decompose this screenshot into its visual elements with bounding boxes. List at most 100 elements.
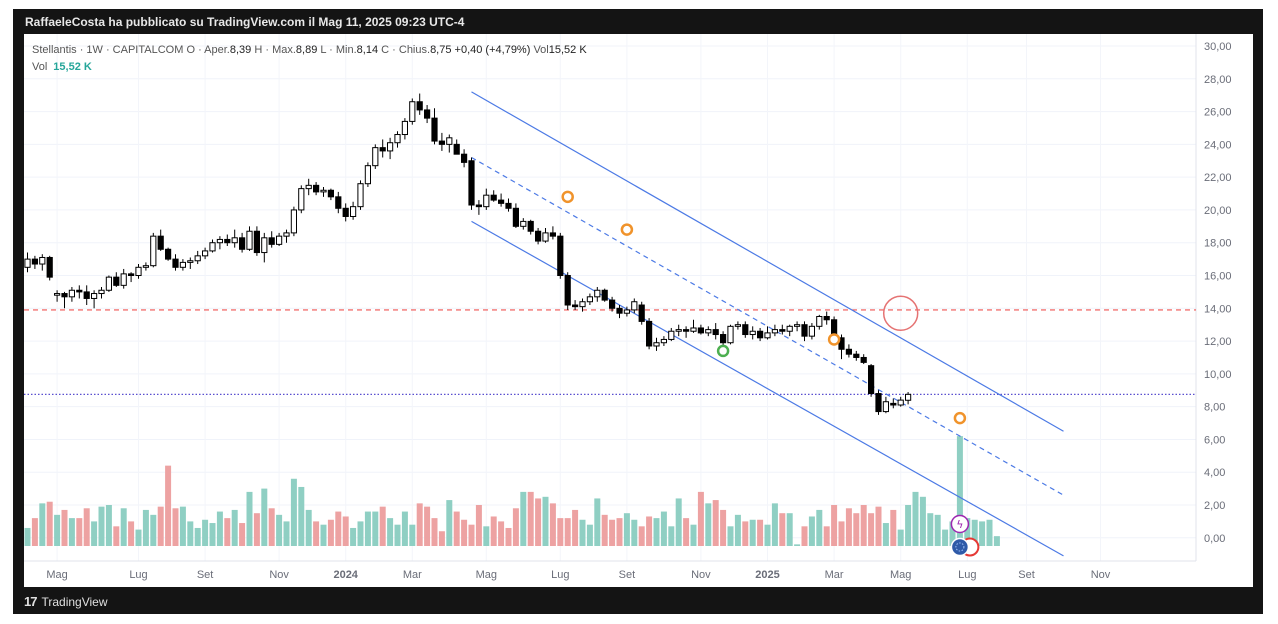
- candle-down: [823, 315, 830, 321]
- volume-bar: [446, 500, 453, 546]
- y-tick-label: 30,00: [1204, 41, 1232, 53]
- candle-up: [54, 293, 61, 296]
- news-event-inner: [955, 542, 965, 552]
- volume-bar: [401, 511, 408, 546]
- candle-down: [757, 330, 764, 339]
- volume-bar: [357, 521, 364, 546]
- volume-bar: [290, 478, 297, 546]
- candle-down: [268, 237, 275, 245]
- volume-bar: [609, 519, 616, 546]
- candle-up: [305, 184, 312, 190]
- candle-down: [31, 258, 38, 265]
- x-tick-label: Mag: [476, 569, 497, 581]
- candle-down: [239, 237, 246, 250]
- candle-up: [39, 256, 46, 265]
- price-chart-svg[interactable]: 30,00 28,00 26,00 24,00 22,00 20,00 18,00 16,00…: [24, 34, 1253, 587]
- orange-circle[interactable]: [953, 411, 967, 425]
- y-tick-label: 14,00: [1204, 303, 1232, 315]
- low-label: L · Min.: [320, 44, 357, 56]
- candle-down: [113, 276, 120, 286]
- channel-middle-line[interactable]: [471, 156, 1064, 496]
- candle-down: [172, 258, 179, 268]
- candle-down: [564, 275, 571, 306]
- volume-bar: [949, 521, 956, 546]
- chart-area[interactable]: 30,00 28,00 26,00 24,00 22,00 20,00 18,00 16,00…: [24, 34, 1253, 587]
- volume-bar: [209, 523, 216, 546]
- volume-bar: [535, 498, 542, 546]
- volume-bar: [927, 513, 934, 546]
- y-tick-label: 22,00: [1204, 172, 1232, 184]
- volume-bar: [646, 516, 653, 546]
- candle-down: [128, 273, 135, 277]
- highlight-circle[interactable]: [882, 295, 919, 331]
- candle-up: [542, 232, 549, 242]
- candle-up: [631, 301, 638, 311]
- candle-up: [231, 237, 238, 244]
- candle-up: [320, 189, 327, 193]
- volume-bar: [757, 519, 764, 546]
- close-value: 8,75: [430, 44, 452, 56]
- open-label: O · Aper.: [186, 44, 230, 56]
- volume-bar: [712, 500, 719, 546]
- dividend-event-icon[interactable]: [950, 514, 970, 534]
- candle-down: [616, 307, 623, 314]
- candle-down: [468, 160, 475, 206]
- volume-bar: [490, 516, 497, 546]
- orange-circle[interactable]: [561, 190, 574, 204]
- candle-up: [261, 237, 268, 254]
- candle-up: [771, 329, 778, 334]
- candle-down: [253, 230, 261, 254]
- x-tick-label: Lug: [958, 569, 976, 581]
- volume-bar: [964, 518, 971, 546]
- candle-down: [683, 329, 690, 332]
- symbol-label[interactable]: Stellantis · 1W · CAPITALCOM: [32, 44, 184, 56]
- volume-bar: [165, 465, 172, 546]
- candle-up: [246, 230, 253, 250]
- candle-up: [446, 137, 453, 145]
- candle-down: [83, 291, 90, 299]
- candle-down: [742, 324, 749, 336]
- open-value: 8,39: [229, 44, 252, 56]
- volume-bar: [54, 514, 61, 546]
- y-tick-label: 0,00: [1204, 533, 1225, 545]
- volume-bar: [179, 506, 186, 546]
- volume-bar: [668, 526, 675, 546]
- volume-bar: [934, 514, 941, 546]
- x-tick-label: Lug: [551, 569, 569, 581]
- volume-bar: [150, 514, 157, 546]
- volume-bar: [83, 508, 90, 546]
- x-tick-label: Set: [197, 569, 214, 581]
- volume-bar: [305, 509, 312, 546]
- green-circle[interactable]: [716, 344, 730, 358]
- candle-up: [786, 325, 793, 332]
- candle-down: [438, 140, 445, 145]
- candle-up: [105, 276, 113, 291]
- volume-bar: [98, 506, 105, 546]
- candle-up: [520, 220, 527, 227]
- orange-circle[interactable]: [620, 223, 634, 236]
- x-tick-label: Nov: [691, 569, 711, 581]
- orange-circle[interactable]: [827, 333, 841, 346]
- candle-up: [675, 329, 682, 332]
- volume-bar: [527, 491, 534, 546]
- volume-bar: [623, 513, 630, 546]
- volume-bar: [202, 519, 209, 546]
- volume-bar: [246, 491, 253, 546]
- volume-bar: [350, 527, 357, 546]
- candle-down: [572, 304, 579, 308]
- channel-upper-line[interactable]: [471, 91, 1064, 432]
- candle-down: [490, 194, 497, 201]
- y-tick-label: 24,00: [1204, 139, 1232, 151]
- candle-up: [394, 134, 401, 144]
- volume-study-label[interactable]: Vol: [32, 61, 48, 73]
- volume-bar: [549, 503, 556, 546]
- candle-up: [387, 142, 394, 152]
- candle-up: [135, 266, 142, 277]
- y-tick-label: 2,00: [1204, 500, 1225, 512]
- candle-down: [697, 327, 704, 334]
- x-tick-label: Mar: [403, 569, 422, 581]
- candle-down: [165, 248, 172, 260]
- candle-up: [298, 188, 305, 211]
- candle-down: [712, 329, 719, 336]
- news-event-icon[interactable]: [950, 537, 970, 557]
